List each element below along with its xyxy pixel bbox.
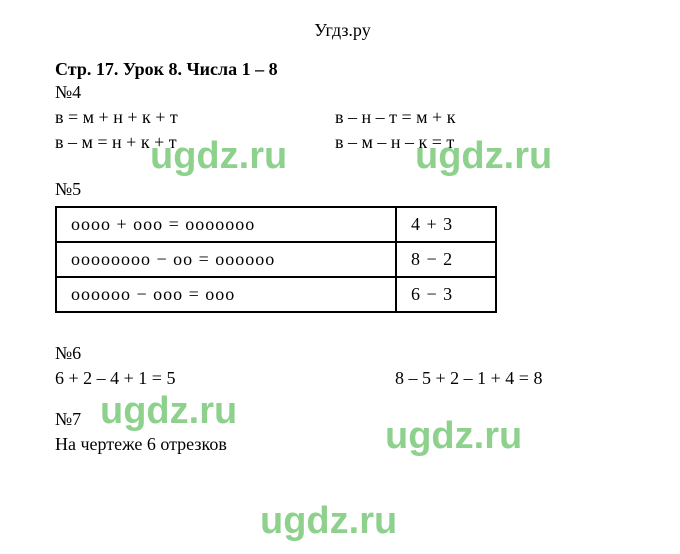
n4-row-1-right: в – м – н – к = т (335, 132, 630, 153)
n5-cell-0-left: оооо + ооо = ооооооо (56, 207, 396, 242)
watermark-4: ugdz.ru (260, 500, 397, 543)
section-4-label: №4 (55, 82, 630, 103)
section-6-label: №6 (55, 343, 630, 364)
n6-row-0: 6 + 2 – 4 + 1 = 5 8 – 5 + 2 – 1 + 4 = 8 (55, 368, 630, 389)
n4-row-0: в = м + н + к + т в – н – т = м + к (55, 107, 630, 128)
section-7-label: №7 (55, 409, 630, 430)
n7-text: На чертеже 6 отрезков (55, 434, 630, 455)
page-title: Стр. 17. Урок 8. Числа 1 – 8 (55, 59, 630, 80)
page-container: Угдз.ру Стр. 17. Урок 8. Числа 1 – 8 №4 … (0, 0, 680, 475)
table-row: оооооо − ооо = ооо 6 − 3 (56, 277, 496, 312)
n5-table: оооо + ооо = ооооооо 4 + 3 оооооооо − оо… (55, 206, 497, 313)
section-5-label: №5 (55, 179, 630, 200)
n6-row-0-left: 6 + 2 – 4 + 1 = 5 (55, 368, 395, 389)
n4-row-1-left: в – м = н + к + т (55, 132, 335, 153)
n4-row-1: в – м = н + к + т в – м – н – к = т (55, 132, 630, 153)
n6-row-0-right: 8 – 5 + 2 – 1 + 4 = 8 (395, 368, 630, 389)
n5-cell-1-left: оооооооо − оо = оооооо (56, 242, 396, 277)
n4-row-0-left: в = м + н + к + т (55, 107, 335, 128)
n5-cell-1-right: 8 − 2 (396, 242, 496, 277)
n5-cell-2-left: оооооо − ооо = ооо (56, 277, 396, 312)
n5-cell-0-right: 4 + 3 (396, 207, 496, 242)
n5-cell-2-right: 6 − 3 (396, 277, 496, 312)
table-row: оооо + ооо = ооооооо 4 + 3 (56, 207, 496, 242)
table-row: оооооооо − оо = оооооо 8 − 2 (56, 242, 496, 277)
n4-row-0-right: в – н – т = м + к (335, 107, 630, 128)
site-header: Угдз.ру (55, 20, 630, 41)
